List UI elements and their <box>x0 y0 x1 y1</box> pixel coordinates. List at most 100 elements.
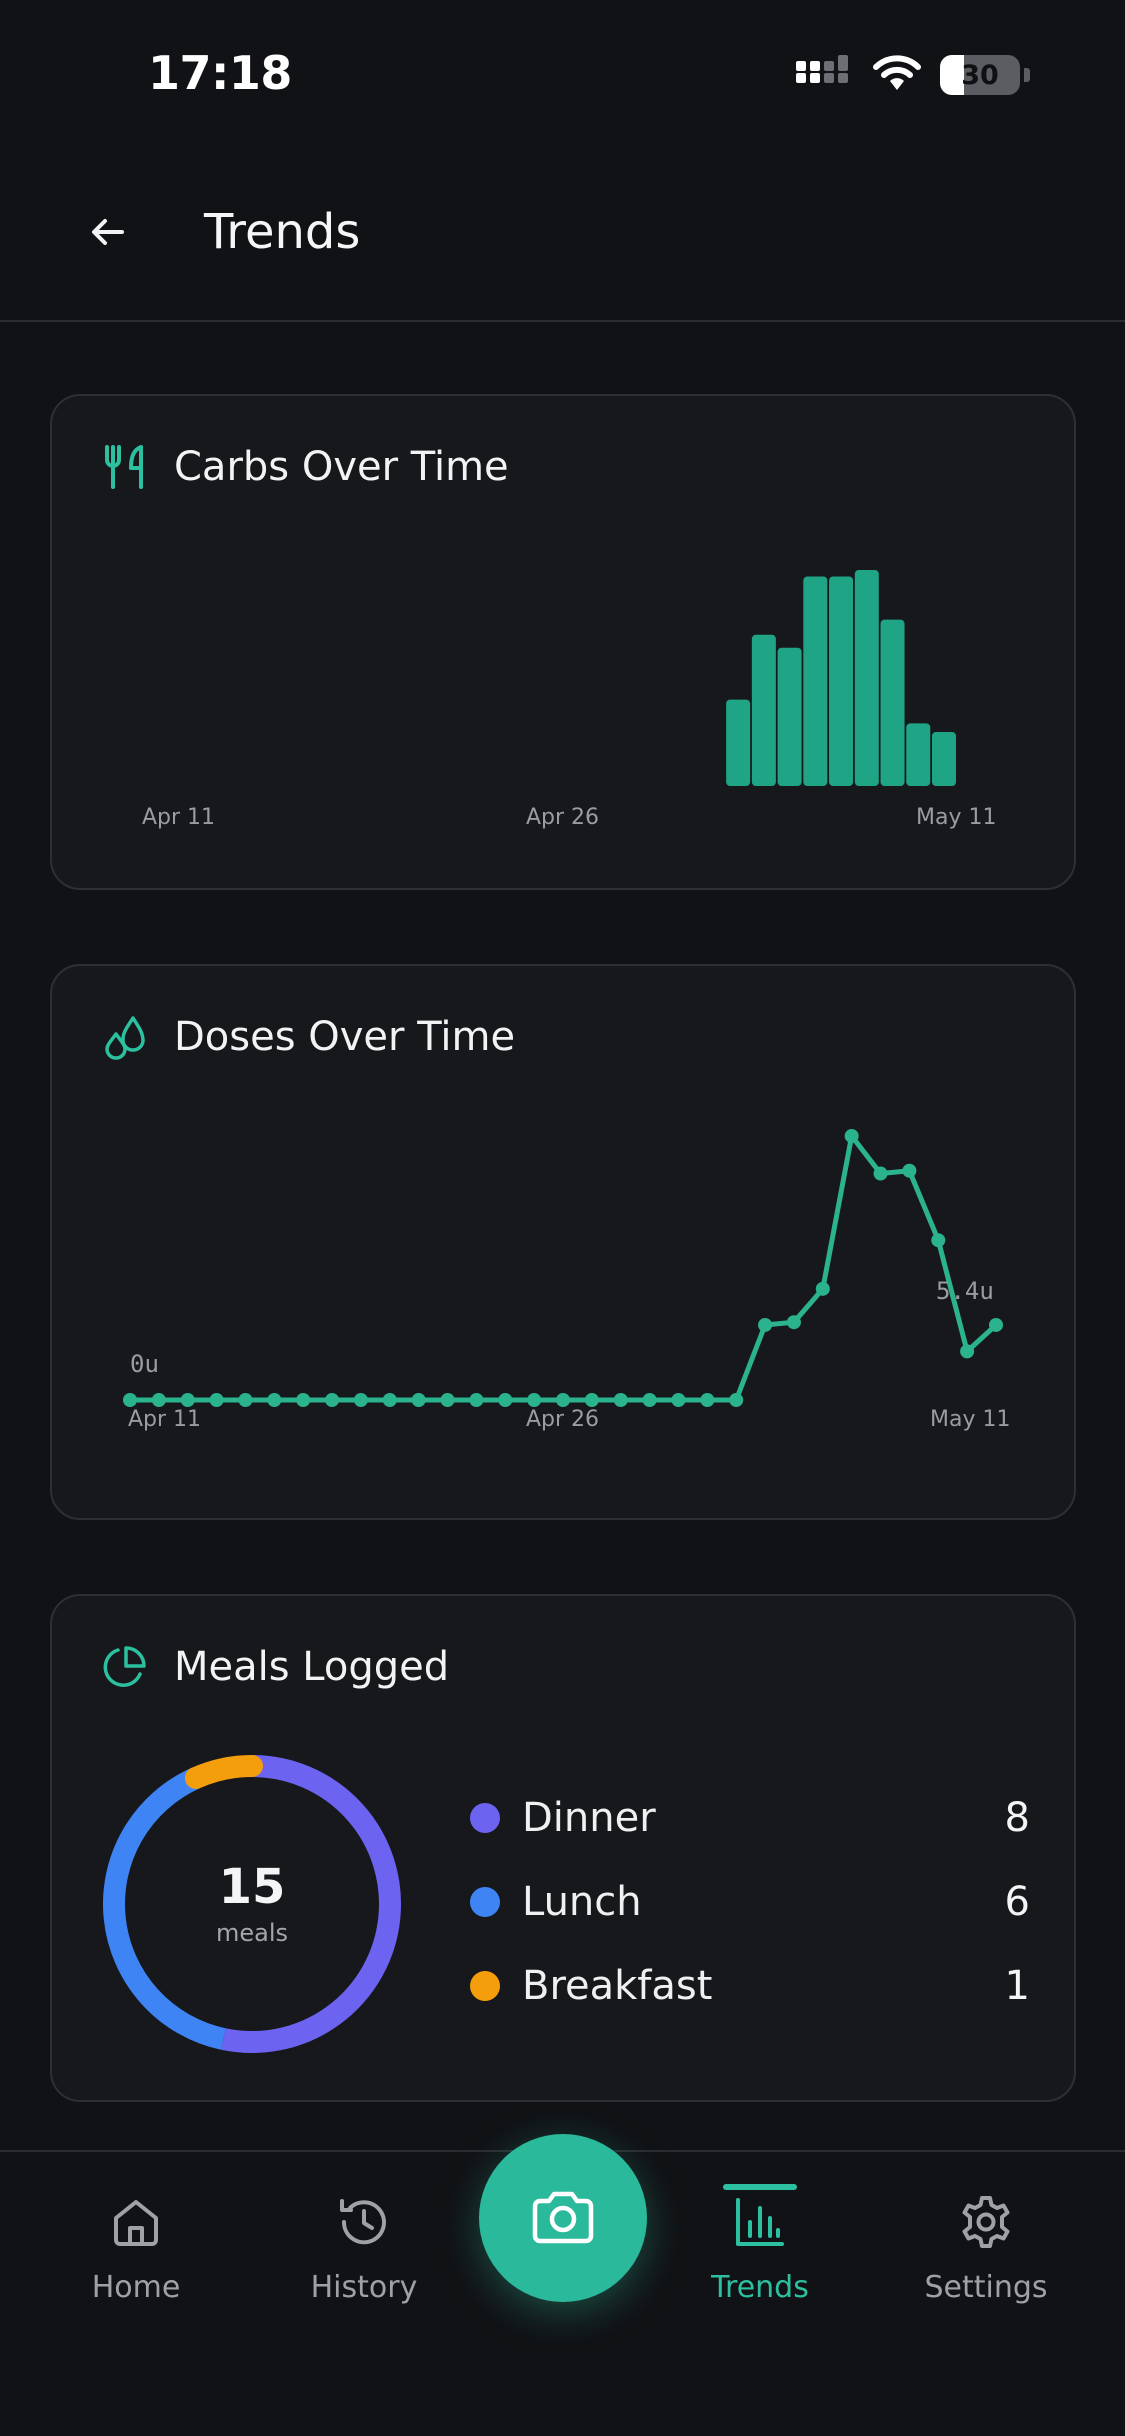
carbs-bar <box>932 732 956 786</box>
doses-point <box>844 1129 859 1143</box>
legend-value-dinner: 8 <box>1004 1795 1030 1841</box>
meals-donut-chart: 15 meals <box>100 1752 404 2056</box>
legend-item-lunch: Lunch 6 <box>470 1860 1030 1944</box>
doses-point <box>786 1315 801 1330</box>
bottom-nav: Home History Trends <box>0 2134 1125 2436</box>
doses-zero-label: 0u <box>130 1350 159 1378</box>
doses-point <box>556 1393 570 1407</box>
donut-segment-dinner <box>221 1755 401 2053</box>
doses-point <box>123 1393 137 1407</box>
legend-value-breakfast: 1 <box>1004 1963 1030 2009</box>
carbs-x-label-end: May 11 <box>916 805 996 830</box>
doses-point <box>700 1393 715 1407</box>
history-icon <box>334 2192 394 2252</box>
status-time: 17:18 <box>148 46 292 100</box>
carbs-x-label-start: Apr 11 <box>142 805 215 830</box>
legend-label-dinner: Dinner <box>522 1795 656 1841</box>
camera-button[interactable] <box>479 2134 647 2302</box>
bar-chart-icon <box>730 2192 790 2252</box>
doses-point <box>238 1393 253 1407</box>
nav-trends[interactable]: Trends <box>670 2184 850 2305</box>
home-icon <box>106 2192 166 2252</box>
legend-item-breakfast: Breakfast 1 <box>470 1944 1030 2028</box>
doses-point <box>382 1393 397 1407</box>
pie-chart-icon <box>102 1644 148 1690</box>
doses-point <box>931 1233 946 1248</box>
doses-point <box>267 1393 282 1407</box>
meals-total: 15 <box>218 1858 286 1915</box>
battery-icon: 30 <box>940 55 1020 95</box>
carbs-bar <box>880 619 905 786</box>
doses-point <box>296 1393 311 1407</box>
doses-point <box>440 1393 455 1407</box>
app-header: Trends <box>0 160 1125 322</box>
carbs-card-title: Carbs Over Time <box>174 444 509 490</box>
doses-card: Doses Over Time 0u 5.4u Apr 11 Apr 26 Ma… <box>50 964 1076 1520</box>
doses-point <box>902 1163 917 1178</box>
carbs-bar <box>829 576 854 786</box>
nav-history[interactable]: History <box>274 2192 454 2305</box>
doses-point <box>180 1393 195 1407</box>
doses-x-label-end: May 11 <box>930 1407 1010 1432</box>
legend-label-breakfast: Breakfast <box>522 1963 713 2009</box>
doses-line-chart: 0u 5.4u Apr 11 Apr 26 May 11 <box>123 1129 1010 1432</box>
droplets-icon <box>102 1014 148 1060</box>
wifi-icon <box>872 54 922 96</box>
active-tab-indicator <box>723 2184 797 2190</box>
doses-point <box>815 1281 830 1296</box>
nav-settings[interactable]: Settings <box>896 2192 1076 2305</box>
dinner-dot <box>470 1803 500 1833</box>
status-bar: 17:18 30 <box>0 0 1125 140</box>
back-button[interactable] <box>76 200 140 264</box>
doses-point <box>353 1393 368 1407</box>
doses-point <box>498 1393 513 1407</box>
carbs-bar <box>854 570 879 786</box>
battery-level: 30 <box>961 59 999 91</box>
doses-point <box>989 1317 1003 1332</box>
nav-trends-label: Trends <box>711 2270 809 2305</box>
breakfast-dot <box>470 1971 500 2001</box>
doses-point <box>325 1393 340 1407</box>
camera-icon <box>532 2191 594 2244</box>
legend-value-lunch: 6 <box>1004 1879 1030 1925</box>
fork-knife-icon <box>102 444 148 490</box>
doses-point <box>873 1166 888 1181</box>
doses-point <box>584 1393 599 1407</box>
lunch-dot <box>470 1887 500 1917</box>
nav-settings-label: Settings <box>924 2270 1048 2305</box>
doses-card-title: Doses Over Time <box>174 1014 516 1060</box>
gear-icon <box>956 2192 1016 2252</box>
cellular-signal-icon <box>794 55 854 95</box>
carbs-bar <box>906 723 931 786</box>
doses-x-label-start: Apr 11 <box>128 1407 201 1432</box>
carbs-bar-chart: Apr 11 Apr 26 May 11 <box>142 570 996 830</box>
meals-legend: Dinner 8 Lunch 6 Breakfast 1 <box>470 1776 1030 2028</box>
legend-label-lunch: Lunch <box>522 1879 642 1925</box>
carbs-x-label-mid: Apr 26 <box>526 805 599 830</box>
nav-home-label: Home <box>91 2270 181 2305</box>
doses-x-label-mid: Apr 26 <box>526 1407 599 1432</box>
carbs-bar <box>726 699 751 786</box>
arrow-left-icon <box>92 219 124 245</box>
doses-point <box>613 1393 628 1407</box>
doses-point <box>671 1393 686 1407</box>
meals-unit: meals <box>215 1919 289 1948</box>
donut-segment-lunch <box>103 1767 226 2050</box>
carbs-bar <box>777 647 802 786</box>
legend-item-dinner: Dinner 8 <box>470 1776 1030 1860</box>
nav-home[interactable]: Home <box>46 2192 226 2305</box>
doses-point <box>642 1393 657 1407</box>
meals-card: Meals Logged 15 meals Dinner 8 Lunch 6 B… <box>50 1594 1076 2102</box>
doses-point <box>411 1393 426 1407</box>
meals-card-title: Meals Logged <box>174 1644 450 1690</box>
doses-point <box>151 1393 166 1407</box>
doses-last-value-label: 5.4u <box>936 1277 994 1305</box>
doses-point <box>209 1393 224 1407</box>
doses-point <box>960 1344 975 1359</box>
doses-line <box>130 1133 998 1403</box>
doses-point <box>729 1393 744 1407</box>
page-title: Trends <box>204 204 361 260</box>
donut-segment-breakfast <box>184 1755 263 1789</box>
doses-point <box>469 1393 484 1407</box>
doses-point <box>758 1317 773 1332</box>
